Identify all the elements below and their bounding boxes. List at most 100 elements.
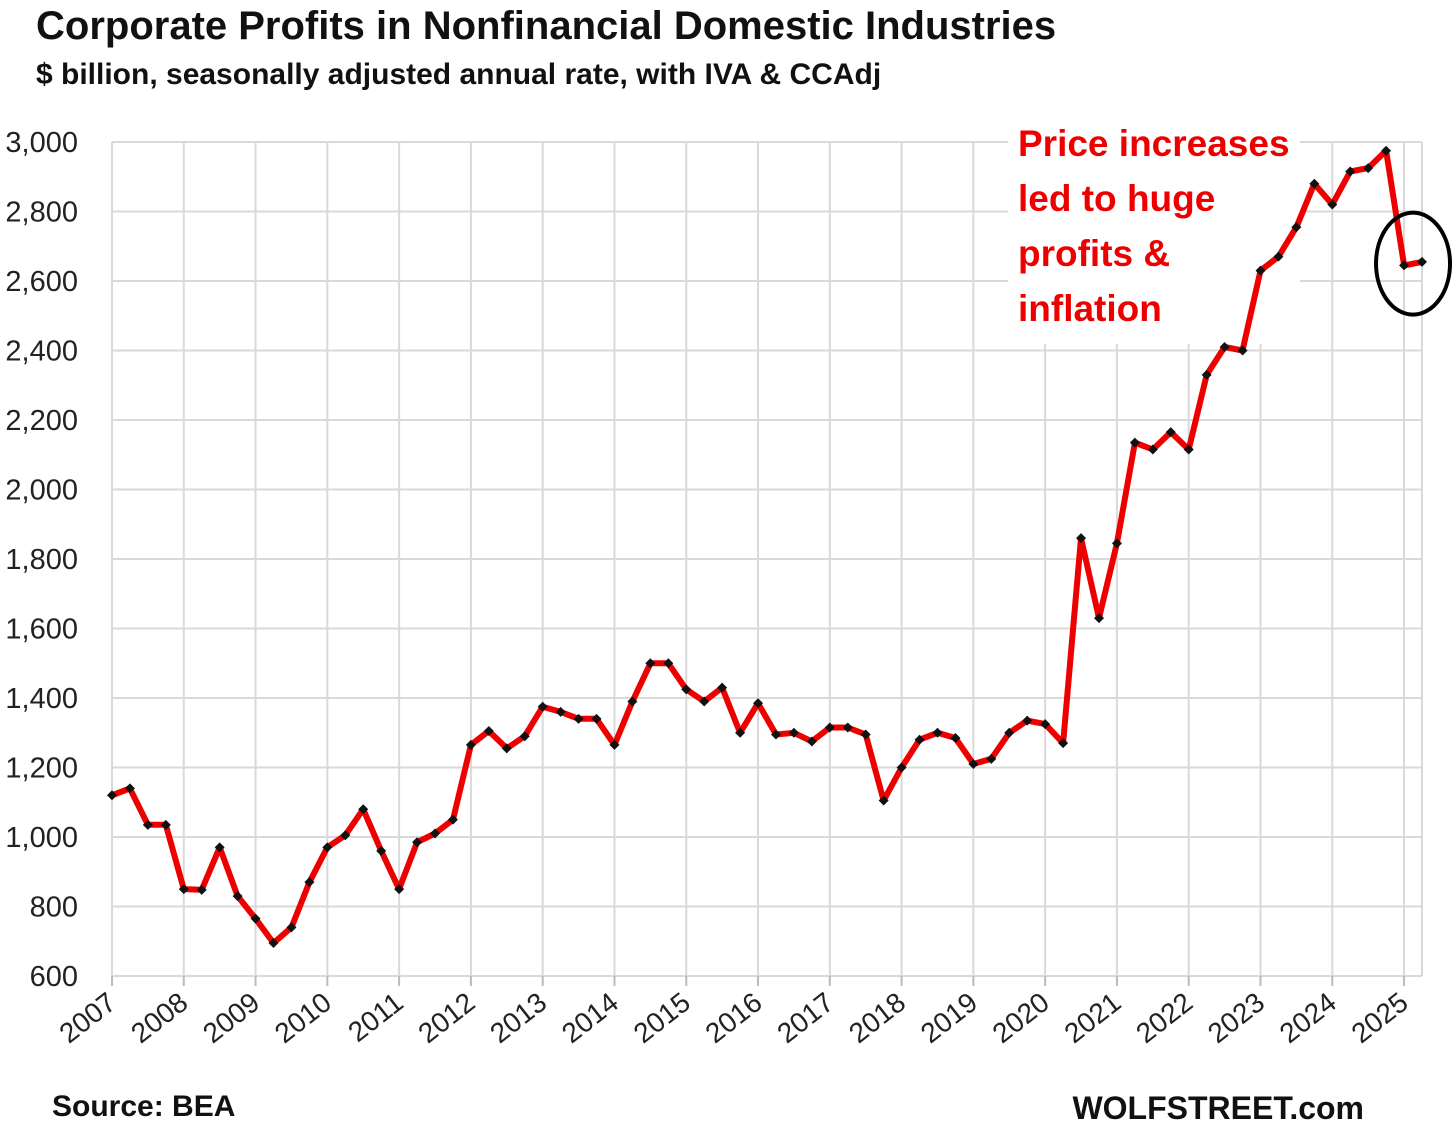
data-point — [304, 877, 315, 888]
annotation-line: led to huge — [1018, 178, 1215, 219]
x-tick-label: 2024 — [1274, 986, 1342, 1049]
data-point — [1201, 369, 1212, 380]
data-point — [986, 753, 997, 764]
data-point — [914, 734, 925, 745]
data-point — [1040, 719, 1051, 730]
series-markers — [107, 145, 1427, 948]
data-point — [1147, 444, 1158, 455]
y-tick-label: 1,000 — [5, 822, 78, 854]
y-tick-label: 2,800 — [5, 197, 78, 229]
data-point — [286, 922, 297, 933]
data-point — [1129, 437, 1140, 448]
x-tick-label: 2016 — [700, 986, 768, 1049]
data-point — [735, 727, 746, 738]
data-point — [555, 706, 566, 717]
data-point — [232, 891, 243, 902]
y-tick-label: 2,400 — [5, 336, 78, 368]
data-point — [950, 732, 961, 743]
data-point — [394, 884, 405, 895]
x-tick-label: 2014 — [556, 986, 624, 1049]
data-point — [268, 937, 279, 948]
grid-lines — [111, 141, 1423, 986]
x-tick-label: 2015 — [628, 986, 696, 1049]
y-tick-label: 2,000 — [5, 475, 78, 507]
data-point — [860, 729, 871, 740]
y-tick-label: 800 — [30, 892, 78, 924]
y-tick-label: 600 — [30, 961, 78, 993]
data-point — [663, 658, 674, 669]
x-tick-label: 2023 — [1202, 986, 1270, 1049]
data-point — [609, 739, 620, 750]
data-point — [1255, 265, 1266, 276]
credit-label: WOLFSTREET.com — [1072, 1090, 1364, 1126]
data-point — [430, 828, 441, 839]
data-point — [160, 819, 171, 830]
data-point — [932, 727, 943, 738]
data-point — [340, 830, 351, 841]
data-point — [1004, 727, 1015, 738]
data-point — [519, 731, 530, 742]
data-point — [968, 759, 979, 770]
data-point — [627, 696, 638, 707]
data-point — [1058, 738, 1069, 749]
y-tick-label: 2,600 — [5, 266, 78, 298]
data-point — [699, 696, 710, 707]
data-point — [178, 884, 189, 895]
highlight-circle — [1374, 210, 1453, 317]
data-point — [842, 722, 853, 733]
data-point — [1237, 345, 1248, 356]
data-point — [770, 729, 781, 740]
annotation-line: inflation — [1018, 288, 1162, 329]
data-point — [250, 913, 261, 924]
y-tick-label: 1,600 — [5, 614, 78, 646]
x-tick-label: 2018 — [843, 986, 911, 1049]
x-tick-label: 2007 — [54, 986, 122, 1049]
data-point — [1291, 222, 1302, 233]
data-point — [645, 658, 656, 669]
data-point — [465, 739, 476, 750]
x-tick-label: 2012 — [412, 986, 480, 1049]
data-point — [1165, 427, 1176, 438]
chart-title: Corporate Profits in Nonfinancial Domest… — [36, 4, 1057, 48]
data-point — [501, 743, 512, 754]
data-point — [1345, 166, 1356, 177]
x-tick-label: 2008 — [125, 986, 193, 1049]
x-tick-label: 2022 — [1130, 986, 1198, 1049]
data-point — [788, 727, 799, 738]
data-point — [806, 736, 817, 747]
x-tick-label: 2019 — [915, 986, 983, 1049]
data-point — [107, 790, 117, 801]
chart-subtitle: $ billion, seasonally adjusted annual ra… — [36, 58, 882, 91]
data-point — [717, 682, 728, 693]
y-tick-label: 1,200 — [5, 753, 78, 785]
data-point — [376, 845, 387, 856]
data-point — [196, 884, 207, 895]
data-point — [1183, 444, 1194, 455]
data-point — [1076, 533, 1087, 544]
x-tick-label: 2021 — [1058, 986, 1126, 1049]
data-point — [591, 713, 602, 724]
annotation-line: Price increases — [1018, 123, 1290, 164]
y-axis-ticks: 600 800 1,000 1,200 1,400 1,600 1,800 2,000 2,20… — [5, 127, 78, 993]
annotation-text: Price increases led to huge profits & infla… — [1008, 112, 1300, 344]
data-point — [124, 783, 135, 794]
data-point — [1219, 342, 1230, 353]
y-tick-label: 1,400 — [5, 683, 78, 715]
x-tick-label: 2009 — [197, 986, 265, 1049]
data-point — [1399, 260, 1410, 271]
data-point — [214, 842, 225, 853]
annotation-line: profits & — [1018, 233, 1170, 274]
x-tick-label: 2025 — [1346, 986, 1414, 1049]
data-point — [322, 842, 333, 853]
data-point — [573, 713, 584, 724]
data-point — [896, 762, 907, 773]
x-tick-label: 2017 — [771, 986, 839, 1049]
y-tick-label: 2,200 — [5, 405, 78, 437]
data-point — [1093, 613, 1104, 624]
source-label: Source: BEA — [52, 1090, 236, 1123]
x-tick-label: 2010 — [269, 986, 337, 1049]
data-point — [1327, 199, 1338, 210]
data-point — [358, 804, 369, 815]
x-tick-label: 2011 — [342, 986, 409, 1048]
